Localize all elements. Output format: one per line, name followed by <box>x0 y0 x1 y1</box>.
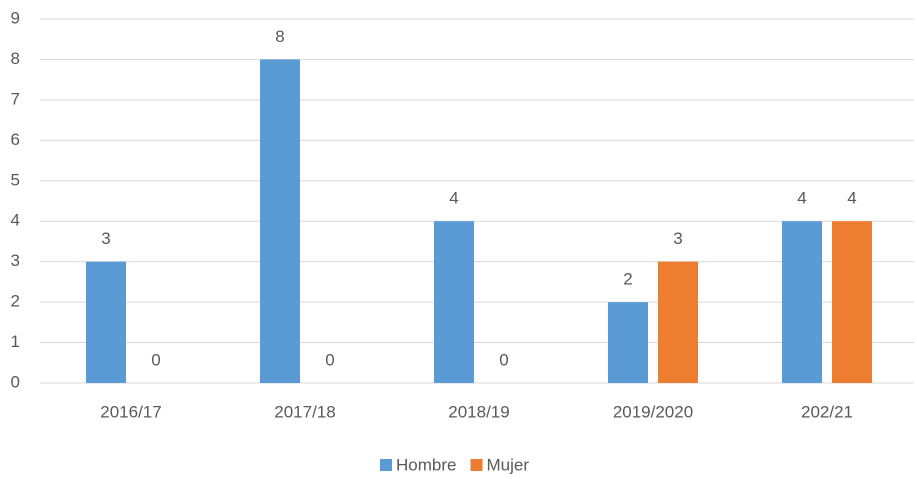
data-label: 4 <box>449 189 458 208</box>
bar <box>260 59 300 383</box>
bar <box>608 302 648 383</box>
y-tick-label: 1 <box>11 332 20 351</box>
y-tick-label: 2 <box>11 292 20 311</box>
x-tick-label: 2018/19 <box>448 402 509 421</box>
x-tick-label: 2017/18 <box>274 402 335 421</box>
data-label: 3 <box>673 229 682 248</box>
bar <box>832 221 872 383</box>
data-label: 3 <box>101 229 110 248</box>
y-tick-label: 3 <box>11 251 20 270</box>
y-tick-label: 5 <box>11 170 20 189</box>
x-tick-label: 2016/17 <box>100 402 161 421</box>
bar <box>86 261 126 383</box>
y-tick-label: 9 <box>11 8 20 27</box>
y-tick-label: 0 <box>11 372 20 391</box>
y-tick-label: 6 <box>11 130 20 149</box>
y-tick-label: 7 <box>11 89 20 108</box>
bar <box>434 221 474 383</box>
bar <box>658 261 698 383</box>
legend-swatch <box>380 459 392 471</box>
data-label: 8 <box>275 27 284 46</box>
legend-label: Hombre <box>396 455 456 474</box>
x-tick-label: 202/21 <box>801 402 853 421</box>
data-label: 0 <box>499 350 508 369</box>
x-tick-label: 2019/2020 <box>613 402 693 421</box>
y-tick-label: 8 <box>11 49 20 68</box>
legend-label: Mujer <box>486 455 529 474</box>
data-label: 4 <box>847 189 856 208</box>
y-tick-label: 4 <box>11 211 20 230</box>
bar <box>782 221 822 383</box>
data-label: 0 <box>151 350 160 369</box>
data-label: 4 <box>797 189 806 208</box>
data-label: 0 <box>325 350 334 369</box>
legend-swatch <box>470 459 483 471</box>
data-label: 2 <box>623 270 632 289</box>
